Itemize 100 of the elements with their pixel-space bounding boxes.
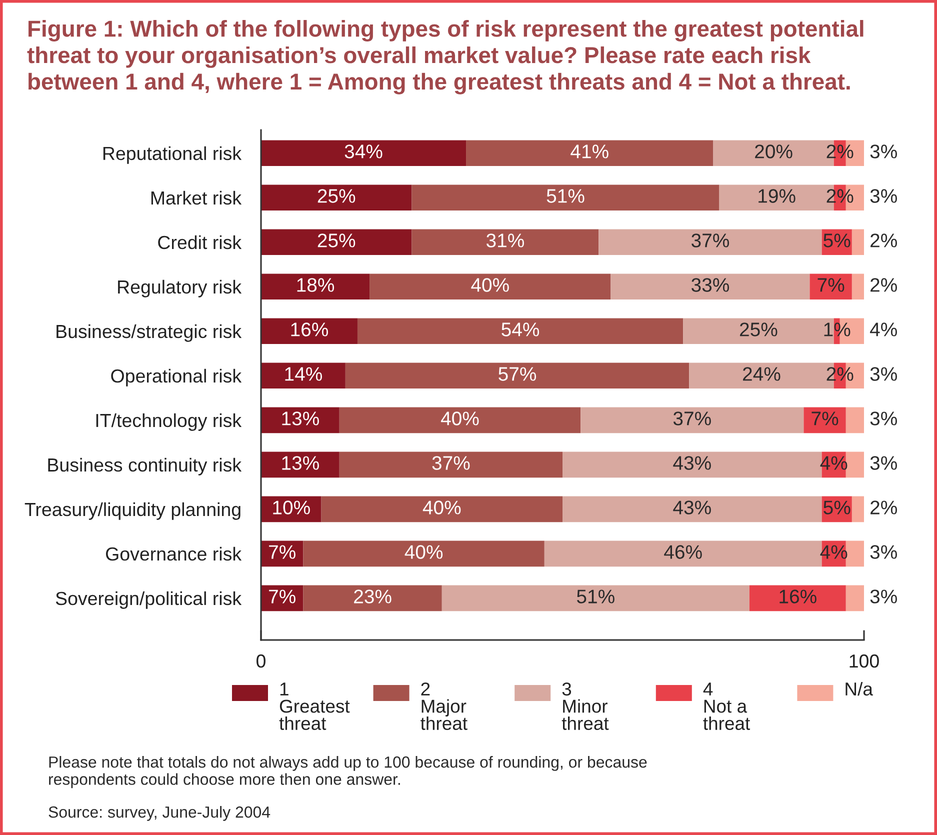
data-label: 7% xyxy=(818,278,844,292)
data-label: 2% xyxy=(826,189,854,203)
data-label: 37% xyxy=(673,412,711,426)
y-tick-label: Treasury/liquidity planning xyxy=(24,502,240,520)
data-label: 3% xyxy=(870,367,897,381)
y-tick-label: Credit risk xyxy=(158,235,242,250)
bar xyxy=(846,452,864,478)
bar xyxy=(370,274,611,300)
bar xyxy=(357,318,684,344)
data-label: 54% xyxy=(502,322,540,336)
data-label: 13% xyxy=(282,456,319,470)
bar xyxy=(261,229,412,256)
bar xyxy=(598,229,822,256)
y-tick-label: Business/strategic risk xyxy=(56,324,242,342)
bar xyxy=(610,274,810,300)
bar xyxy=(261,184,412,211)
bar xyxy=(852,496,864,522)
bar xyxy=(442,585,750,612)
y-tick-label: Operational risk xyxy=(111,368,242,386)
data-label: 2% xyxy=(826,367,854,381)
bar xyxy=(852,274,864,300)
bar xyxy=(852,229,864,256)
data-label: 3% xyxy=(870,456,897,470)
data-label: 18% xyxy=(297,278,334,292)
legend-label: 2 Major threat xyxy=(420,682,468,730)
legend-label: 1 Greatest threat xyxy=(279,682,350,730)
bar xyxy=(846,585,864,612)
bar xyxy=(345,362,690,389)
data-label: 1% xyxy=(824,322,850,336)
bar xyxy=(303,585,442,612)
data-label: 4% xyxy=(870,322,897,336)
y-tick-label: Market risk xyxy=(151,190,242,205)
data-label: 10% xyxy=(273,500,310,514)
data-label: 7% xyxy=(269,590,296,604)
data-label: 2% xyxy=(870,500,897,514)
data-label: 24% xyxy=(743,367,780,381)
data-label: 25% xyxy=(318,234,356,248)
bar xyxy=(261,274,370,300)
legend-label: N/a xyxy=(846,682,873,696)
y-tick-label: Business continuity risk xyxy=(48,458,242,476)
bar xyxy=(412,229,599,256)
data-label: 7% xyxy=(269,545,296,559)
data-label: 3% xyxy=(870,412,897,426)
y-tick-label: Reputational risk xyxy=(103,146,242,164)
data-label: 5% xyxy=(824,234,850,248)
x-tick-label: 0 xyxy=(256,654,266,668)
data-label: 16% xyxy=(291,322,328,336)
bar xyxy=(339,407,581,434)
bar xyxy=(303,540,544,567)
bar xyxy=(580,407,804,434)
bar xyxy=(412,184,720,211)
text: Please note that totals do not always add up to 100 because of rounding, or because respondents could choose more then one answer. xyxy=(49,756,647,788)
data-label: 51% xyxy=(546,189,584,203)
y-tick-label: Governance risk xyxy=(106,546,242,561)
bar xyxy=(321,496,562,522)
data-label: 25% xyxy=(318,189,356,203)
bar xyxy=(261,452,340,478)
bar xyxy=(562,496,822,522)
data-label: 40% xyxy=(404,545,443,559)
data-label: 5% xyxy=(824,500,850,514)
data-label: 37% xyxy=(692,234,730,248)
bar xyxy=(562,452,822,478)
bar xyxy=(261,140,466,166)
data-label: 3% xyxy=(870,144,897,158)
data-label: 2% xyxy=(870,278,897,292)
data-label: 41% xyxy=(570,144,608,158)
data-label: 40% xyxy=(422,500,461,514)
chart-title: Figure 1: Which of the following types of risk represent the greatest potential threat to your organisation’s overall market value? Please rate each risk between 1 and 4, where 1 = Among the greatest threats and 4 = Not a threat. xyxy=(27,20,864,94)
data-label: 40% xyxy=(471,278,509,292)
legend-label: 3 Minor threat xyxy=(562,682,609,730)
data-label: 46% xyxy=(664,545,702,559)
y-tick-label: IT/technology risk xyxy=(96,413,242,431)
data-label: 13% xyxy=(282,412,319,426)
bar xyxy=(810,274,852,300)
bar xyxy=(466,140,714,166)
bar xyxy=(261,362,346,389)
data-label: 2% xyxy=(826,144,854,158)
y-tick-label: Regulatory risk xyxy=(118,280,242,298)
data-label: 40% xyxy=(440,412,479,426)
data-label: 20% xyxy=(755,144,792,158)
x-tick-label: 100 xyxy=(850,654,879,668)
data-label: 57% xyxy=(498,367,536,381)
data-label: 31% xyxy=(486,234,524,248)
data-label: 19% xyxy=(758,189,796,203)
legend-label: 4 Not a threat xyxy=(703,682,750,730)
bar xyxy=(846,407,864,434)
bar xyxy=(261,318,358,344)
data-label: 37% xyxy=(432,456,470,470)
bar xyxy=(261,407,340,434)
data-label: 25% xyxy=(740,322,778,336)
data-label: 3% xyxy=(870,545,897,559)
bar xyxy=(846,540,864,567)
data-label: 51% xyxy=(576,590,614,604)
bar xyxy=(339,452,562,478)
data-label: 16% xyxy=(780,590,816,604)
bar xyxy=(749,585,846,612)
data-label: 3% xyxy=(870,590,897,604)
data-label: 3% xyxy=(870,189,897,203)
data-label: 2% xyxy=(870,234,897,248)
data-label: 43% xyxy=(673,500,711,514)
